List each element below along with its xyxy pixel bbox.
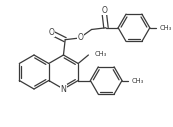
Text: N: N [61,84,66,93]
Text: O: O [78,33,83,42]
Text: CH₃: CH₃ [94,51,107,57]
Text: O: O [101,6,107,15]
Text: CH₃: CH₃ [131,77,144,84]
Text: CH₃: CH₃ [159,25,171,31]
Text: O: O [49,28,54,37]
